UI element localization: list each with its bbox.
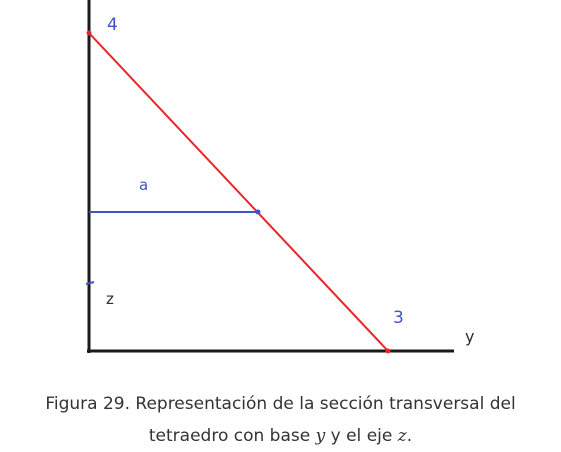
- vertex-label-top: 4: [107, 15, 118, 35]
- segment-a-endpoint: [255, 209, 261, 215]
- caption-line-2: tetraedro con base y y el eje z.: [0, 420, 561, 452]
- z-axis-label: z: [106, 290, 114, 308]
- vertex-label-right: 3: [393, 308, 404, 328]
- caption-line-2-suffix: .: [406, 426, 413, 446]
- figure-caption: Figura 29. Representación de la sección …: [0, 388, 561, 452]
- segment-label-a: a: [139, 176, 148, 194]
- caption-variable-axis: z: [397, 426, 407, 446]
- vertex-point-4: [86, 30, 92, 36]
- cross-section-diagram: 4 3 a z y: [85, 0, 474, 354]
- vertex-point-3: [385, 348, 391, 354]
- hypotenuse-line: [88, 32, 389, 352]
- caption-variable-base: y: [315, 426, 326, 446]
- caption-line-2-middle: y el eje: [325, 426, 398, 446]
- y-axis-label: y: [465, 327, 474, 346]
- z-height-tick: [85, 281, 95, 285]
- caption-line-1: Figura 29. Representación de la sección …: [45, 394, 516, 414]
- caption-line-2-prefix: tetraedro con base: [148, 426, 316, 446]
